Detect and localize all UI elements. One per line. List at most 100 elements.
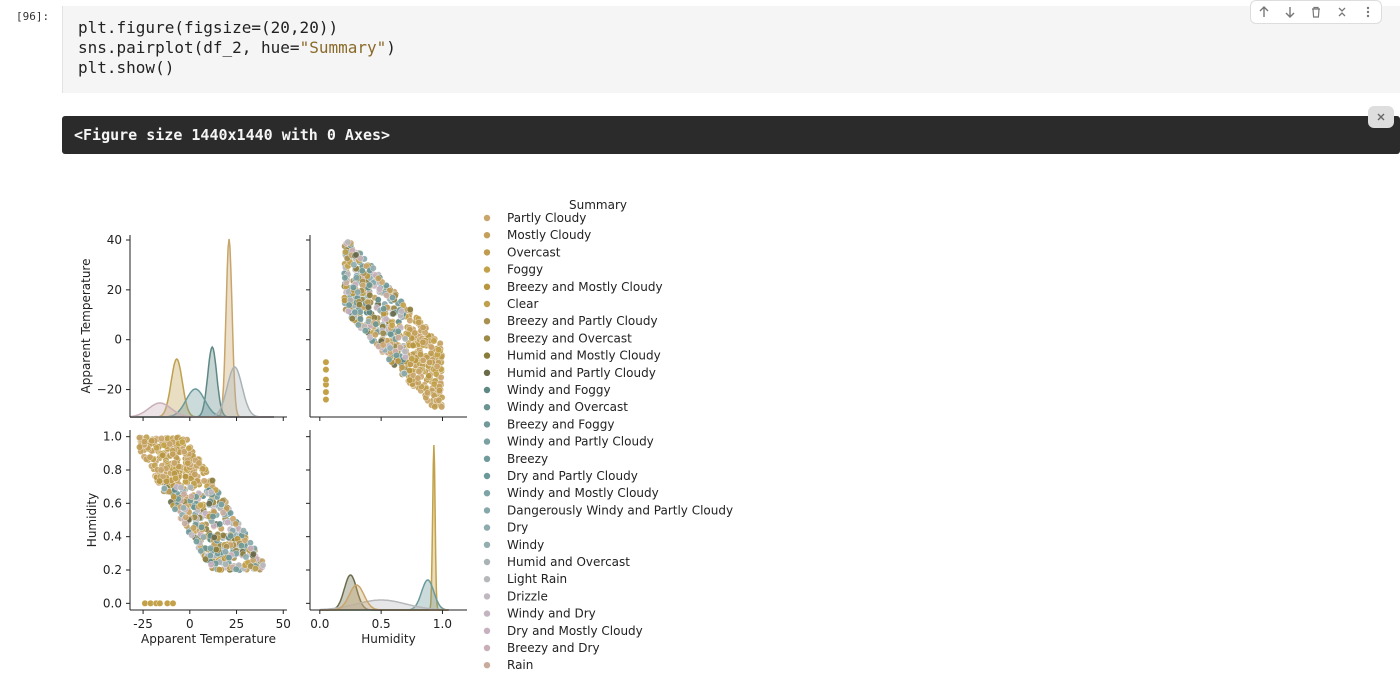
scatter-point-upper [419,356,427,364]
output-banner: <Figure size 1440x1440 with 0 Axes> [62,106,1400,154]
code-string-token: "Summary" [299,38,387,57]
scatter-point-lower [207,488,215,496]
scatter-point-upper [398,307,406,315]
legend-label: Dry [507,521,528,535]
scatter-point-lower [247,545,255,552]
scatter-point-upper [365,281,373,289]
collapse-button[interactable] [1332,2,1352,22]
legend-label: Overcast [507,245,561,259]
scatter-point-lower [200,477,208,485]
legend-marker [483,490,491,497]
scatter-point-lower [242,553,250,561]
scatter-point-upper [419,324,427,331]
trash-icon [1312,6,1320,18]
legend-label: Dangerously Windy and Partly Cloudy [507,503,733,517]
scatter-point-lower [156,477,163,485]
scatter-point-lower [209,477,216,484]
scatter-point-upper [356,301,363,309]
scatter-point-upper [383,291,390,299]
more-options-button[interactable] [1358,2,1378,22]
kde-curve-temperature [130,238,274,418]
scatter-point-lower [187,483,194,491]
scatter-point-upper [322,376,330,384]
legend-marker [483,249,491,256]
scatter-point-upper [356,315,364,323]
legend-label: Windy and Dry [507,607,596,621]
scatter-point-upper [352,251,360,259]
clear-output-button[interactable] [1368,106,1394,128]
scatter-point-lower [153,444,160,452]
y-tick-label: 0 [114,333,122,347]
scatter-point-lower [197,501,205,509]
legend-marker [483,232,491,239]
code-line-3: plt.show() [78,58,175,77]
scatter-point-lower [146,453,154,461]
scatter-point-lower [188,531,196,539]
y-tick-label: −20 [97,383,122,397]
scatter-point-upper [366,291,374,299]
scatter-point-lower [209,513,217,520]
scatter-point-lower [172,474,179,482]
legend-label: Breezy [507,452,548,466]
scatter-point-lower [224,519,232,526]
scatter-point-lower [252,565,259,572]
scatter-point-upper [379,341,387,349]
legend-marker [483,610,491,617]
legend-marker [483,318,491,325]
scatter-point-upper [411,329,419,337]
scatter-point-lower [216,520,224,528]
scatter-point-lower [170,459,178,467]
legend-marker [483,627,491,634]
scatter-point-upper [419,338,427,346]
code-editor[interactable]: plt.figure(figsize=(20,20)) sns.pairplot(… [78,18,396,78]
scatter-point-upper [395,334,402,342]
cell-prompt: [96]: [16,10,50,23]
legend-label: Breezy and Foggy [507,417,614,431]
y-tick-label: 20 [107,283,122,297]
scatter-point-upper [406,376,414,384]
scatter-point-lower [159,451,167,459]
scatter-point-upper [341,274,349,282]
scatter-point-lower [212,546,220,553]
scatter-point-upper [351,308,359,316]
y-tick-label: 0.0 [103,596,122,610]
scatter-point-lower [158,435,165,442]
legend-marker [483,335,491,342]
scatter-point-lower [219,509,227,517]
code-line-1: plt.figure(figsize=(20,20)) [78,18,339,37]
scatter-point-upper [408,355,416,363]
scatter-point-upper [350,284,357,291]
scatter-point-upper [393,351,400,359]
scatter-point-upper [427,349,435,357]
y-axis-label: Humidity [85,493,99,547]
cell-toolbar [1250,0,1382,24]
scatter-point-upper [345,307,352,315]
legend-marker [483,524,491,531]
legend-label: Windy and Foggy [507,383,611,397]
legend-marker [483,558,491,566]
scatter-point-lower [197,547,205,555]
scatter-point-lower [170,493,178,501]
y-tick-label: 0.2 [103,563,122,577]
scatter-point-lower [199,465,207,473]
code-cell[interactable]: plt.figure(figsize=(20,20)) sns.pairplot(… [62,0,1400,93]
scatter-point-lower [163,477,171,485]
legend-marker [483,283,491,290]
legend-marker [483,266,491,273]
y-tick-label: 0.6 [103,496,122,510]
scatter-point-upper [361,327,369,335]
legend-label: Breezy and Partly Cloudy [507,314,658,328]
scatter-point-lower [171,505,179,513]
scatter-point-upper [372,320,380,328]
move-up-button[interactable] [1254,2,1274,22]
scatter-point-lower [202,555,209,563]
scatter-point-lower [249,550,257,558]
scatter-point-lower [177,484,185,491]
scatter-point-lower [217,501,225,508]
move-down-button[interactable] [1280,2,1300,22]
legend-label: Drizzle [507,589,548,603]
legend-marker [483,576,491,583]
scatter-point-upper [386,344,394,352]
delete-cell-button[interactable] [1306,2,1326,22]
x-tick-label: 1.0 [433,617,452,631]
